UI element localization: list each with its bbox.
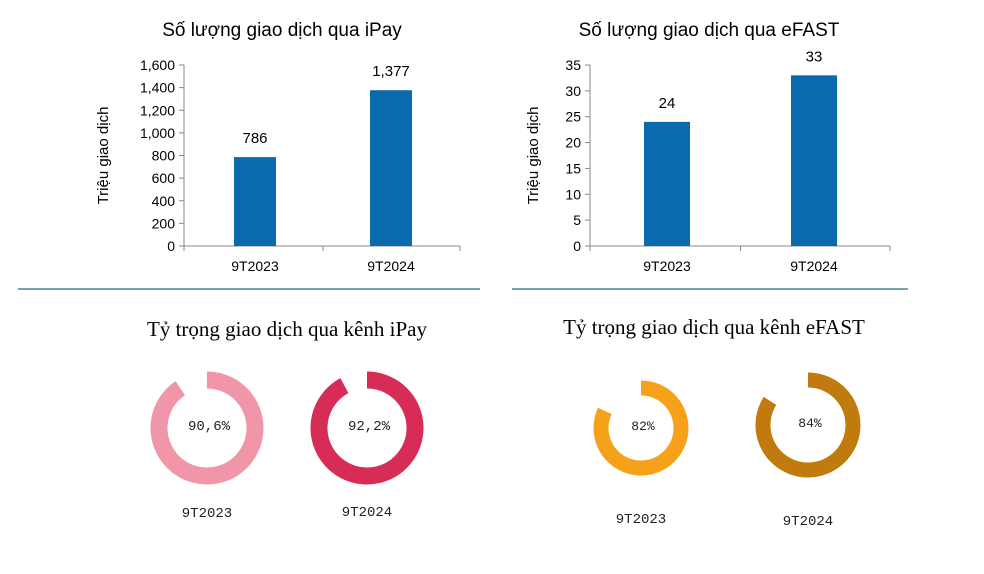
x-tick-label: 9T2024 — [367, 258, 415, 274]
donut-category: 9T2024 — [342, 505, 392, 521]
bar-9T2024 — [791, 75, 837, 246]
bar-9T2023 — [644, 121, 690, 246]
y-tick-label: 0 — [167, 238, 175, 254]
y-tick-label: 600 — [152, 170, 176, 186]
x-tick-label: 9T2023 — [231, 258, 279, 274]
donut-value: 82% — [631, 419, 655, 434]
data-label: 1,377 — [372, 63, 410, 80]
y-tick-label: 0 — [573, 238, 581, 254]
chart-title: Số lượng giao dịch qua eFAST — [579, 20, 840, 41]
y-axis-label: Triệu giao dịch — [525, 107, 542, 205]
donut-value: 90,6% — [188, 419, 231, 435]
bar-9T2024 — [370, 90, 412, 247]
y-axis-label: Triệu giao dịch — [95, 107, 112, 205]
y-tick-label: 1,600 — [140, 57, 175, 73]
y-tick-label: 30 — [565, 83, 581, 99]
data-label: 33 — [806, 48, 823, 65]
y-tick-label: 1,000 — [140, 125, 175, 141]
y-tick-label: 1,400 — [140, 80, 175, 96]
donut-value: 84% — [798, 416, 822, 431]
donut-category: 9T2023 — [616, 512, 666, 528]
y-tick-label: 800 — [152, 148, 176, 164]
donut-title: Tỷ trọng giao dịch qua kênh iPay — [147, 317, 427, 341]
y-tick-label: 5 — [573, 212, 581, 228]
data-label: 786 — [242, 130, 267, 147]
donut-arc-9T2023 — [593, 380, 689, 476]
y-tick-label: 35 — [565, 57, 581, 73]
y-tick-label: 1,200 — [140, 102, 175, 118]
donut-category: 9T2024 — [783, 514, 833, 530]
donut-arc-9T2023 — [150, 371, 264, 485]
y-tick-label: 10 — [565, 186, 581, 202]
donut-arc-9T2024 — [310, 371, 424, 485]
donut-value: 92,2% — [348, 419, 391, 435]
x-tick-label: 9T2023 — [643, 258, 691, 274]
donut-title: Tỷ trọng giao dịch qua kênh eFAST — [563, 315, 865, 339]
bar-9T2023 — [234, 157, 276, 246]
y-tick-label: 400 — [152, 193, 176, 209]
data-label: 24 — [659, 95, 676, 112]
donut-arc-9T2024 — [755, 372, 861, 478]
y-tick-label: 200 — [152, 215, 176, 231]
y-tick-label: 15 — [565, 160, 581, 176]
chart-title: Số lượng giao dịch qua iPay — [162, 20, 402, 41]
x-tick-label: 9T2024 — [790, 258, 838, 274]
donut-category: 9T2023 — [182, 506, 232, 522]
y-tick-label: 20 — [565, 135, 581, 151]
y-tick-label: 25 — [565, 109, 581, 125]
